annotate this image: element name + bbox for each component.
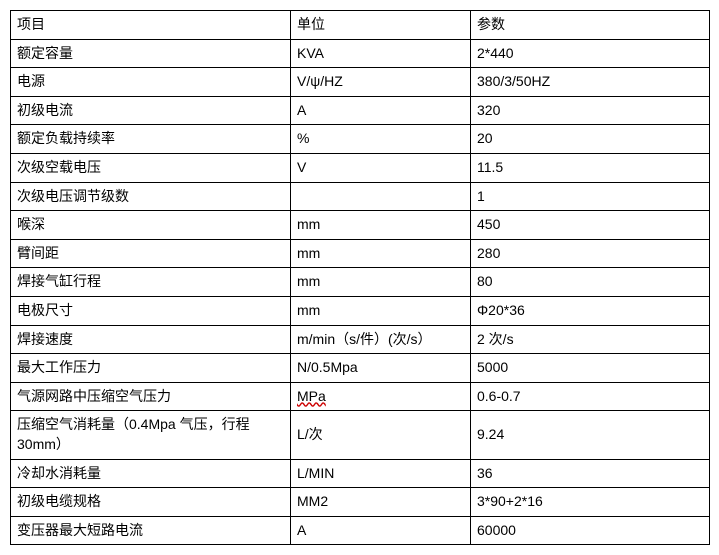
value-cell: 36 [471,459,710,488]
value-cell: 320 [471,96,710,125]
table-row: 最大工作压力N/0.5Mpa5000 [11,354,710,383]
table-row: 电极尺寸mmΦ20*36 [11,296,710,325]
table-row: 初级电流A320 [11,96,710,125]
item-cell: 次级空载电压 [11,153,291,182]
item-cell: 次级电压调节级数 [11,182,291,211]
unit-cell: % [291,125,471,154]
item-cell: 气源网路中压缩空气压力 [11,382,291,411]
table-row: 变压器最大短路电流A60000 [11,516,710,545]
header-cell: 参数 [471,11,710,40]
table-row: 额定容量KVA2*440 [11,39,710,68]
item-cell: 变压器最大短路电流 [11,516,291,545]
unit-cell: V [291,153,471,182]
table-row: 电源V/ψ/HZ380/3/50HZ [11,68,710,97]
item-cell: 额定负载持续率 [11,125,291,154]
value-cell: 20 [471,125,710,154]
unit-cell: L/次 [291,411,471,459]
unit-cell: mm [291,268,471,297]
item-cell: 焊接气缸行程 [11,268,291,297]
value-cell: 380/3/50HZ [471,68,710,97]
value-cell: 3*90+2*16 [471,488,710,517]
item-cell: 压缩空气消耗量（0.4Mpa 气压，行程 30mm） [11,411,291,459]
value-cell: 9.24 [471,411,710,459]
value-cell: 0.6-0.7 [471,382,710,411]
unit-cell: m/min（s/件）(次/s） [291,325,471,354]
item-cell: 电源 [11,68,291,97]
item-cell: 额定容量 [11,39,291,68]
item-cell: 冷却水消耗量 [11,459,291,488]
table-row: 初级电缆规格MM23*90+2*16 [11,488,710,517]
value-cell: Φ20*36 [471,296,710,325]
table-row: 焊接速度m/min（s/件）(次/s）2 次/s [11,325,710,354]
unit-cell: mm [291,296,471,325]
table-row: 冷却水消耗量L/MIN36 [11,459,710,488]
table-row: 臂间距mm280 [11,239,710,268]
item-cell: 初级电缆规格 [11,488,291,517]
item-cell: 最大工作压力 [11,354,291,383]
unit-cell: mm [291,211,471,240]
item-cell: 臂间距 [11,239,291,268]
item-cell: 电极尺寸 [11,296,291,325]
value-cell: 280 [471,239,710,268]
unit-cell: mm [291,239,471,268]
spec-table: 项目单位参数额定容量KVA2*440电源V/ψ/HZ380/3/50HZ初级电流… [10,10,710,545]
table-row: 额定负载持续率%20 [11,125,710,154]
item-cell: 焊接速度 [11,325,291,354]
table-row: 喉深mm450 [11,211,710,240]
unit-cell: KVA [291,39,471,68]
unit-cell: L/MIN [291,459,471,488]
value-cell: 60000 [471,516,710,545]
value-cell: 2 次/s [471,325,710,354]
value-cell: 1 [471,182,710,211]
unit-cell: V/ψ/HZ [291,68,471,97]
value-cell: 11.5 [471,153,710,182]
header-cell: 项目 [11,11,291,40]
value-cell: 80 [471,268,710,297]
unit-cell: A [291,516,471,545]
spec-table-body: 项目单位参数额定容量KVA2*440电源V/ψ/HZ380/3/50HZ初级电流… [11,11,710,545]
unit-cell: A [291,96,471,125]
unit-cell [291,182,471,211]
header-cell: 单位 [291,11,471,40]
table-row: 焊接气缸行程mm80 [11,268,710,297]
unit-cell: N/0.5Mpa [291,354,471,383]
table-row: 次级电压调节级数 1 [11,182,710,211]
item-cell: 初级电流 [11,96,291,125]
table-row: 次级空载电压V11.5 [11,153,710,182]
table-row: 气源网路中压缩空气压力MPa0.6-0.7 [11,382,710,411]
table-header-row: 项目单位参数 [11,11,710,40]
item-cell: 喉深 [11,211,291,240]
table-row: 压缩空气消耗量（0.4Mpa 气压，行程 30mm）L/次9.24 [11,411,710,459]
value-cell: 5000 [471,354,710,383]
unit-cell: MPa [291,382,471,411]
value-cell: 2*440 [471,39,710,68]
unit-cell: MM2 [291,488,471,517]
value-cell: 450 [471,211,710,240]
